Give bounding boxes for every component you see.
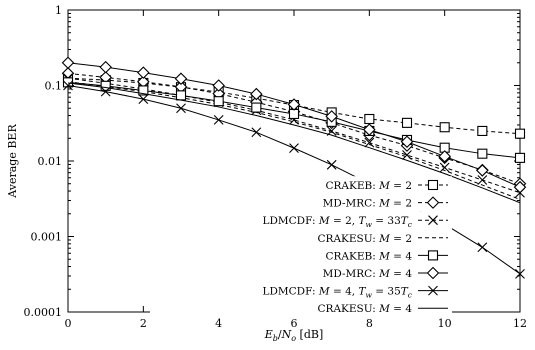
square-marker (439, 122, 450, 133)
y-axis: 1 0.1 0.01 0.001 0.0001 (24, 4, 520, 319)
square-marker (477, 148, 488, 159)
square-marker (213, 96, 224, 107)
x-marker (439, 162, 450, 173)
x-tick-label: 6 (291, 317, 298, 330)
square-marker-legend (427, 179, 439, 191)
series-line (67, 81, 521, 200)
y-tick-label: 0.1 (45, 80, 63, 93)
legend-item: CRAKESU: M = 4 (150, 299, 452, 317)
x-axis-label: Eb/No [dB] (264, 328, 324, 343)
square-marker (138, 85, 149, 96)
x-tick-label: 2 (140, 317, 147, 330)
x-marker (515, 268, 525, 279)
x-marker (63, 80, 73, 91)
legend-item-background (150, 299, 452, 317)
diamond-marker (137, 66, 150, 79)
legend-item-label: CRAKEB: M = 2 (325, 180, 412, 192)
x-marker-legend (428, 215, 438, 226)
diamond-marker-legend (426, 266, 440, 280)
legend-item-background (150, 264, 452, 282)
series-8 (67, 82, 521, 204)
legend: CRAKEB: M = 2 MD-MRC: M = 2 LDMCDF: M = 2,… (150, 176, 452, 317)
legend-item: LDMCDF: M = 2, Tw = 33Tc (150, 211, 452, 229)
legend-item: LDMCDF: M = 4, Tw = 35Tc (150, 281, 452, 300)
square-marker (514, 152, 526, 163)
x-marker (176, 103, 186, 114)
legend-item-label: LDMCDF: M = 4, Tw = 35Tc (263, 286, 413, 300)
diamond-marker (212, 79, 225, 92)
diamond-marker (99, 60, 112, 74)
diamond-marker (400, 135, 414, 149)
x-marker (477, 175, 488, 185)
diamond-marker (287, 98, 301, 111)
x-tick-label: 12 (513, 317, 527, 330)
legend-item: CRAKEB: M = 2 (150, 176, 452, 194)
legend-item-label: LDMCDF: M = 2, Tw = 33Tc (263, 215, 413, 229)
diamond-marker (363, 123, 376, 136)
series-layer (61, 56, 527, 279)
square-marker (100, 80, 111, 91)
x-marker (100, 86, 111, 97)
legend-item-background (150, 193, 452, 212)
y-tick-label: 1 (55, 4, 62, 17)
x-marker (213, 115, 224, 125)
legend-item-background (150, 176, 452, 194)
square-marker (62, 77, 74, 88)
legend-item-label: CRAKESU: M = 2 (318, 233, 413, 245)
square-marker-legend (427, 250, 439, 261)
y-tick-label: 0.0001 (24, 306, 63, 319)
x-marker (251, 127, 262, 138)
legend-item-label: CRAKEB: M = 4 (325, 250, 412, 262)
x-marker (289, 143, 299, 154)
square-marker (514, 128, 526, 139)
legend-item-label: CRAKESU: M = 4 (318, 303, 413, 315)
x-marker (326, 159, 337, 170)
legend-item-background (150, 246, 452, 265)
legend-item: CRAKESU: M = 2 (150, 229, 452, 247)
diamond-marker (250, 87, 263, 101)
diamond-marker-legend (426, 196, 440, 209)
series-line (67, 82, 521, 204)
series-6 (61, 56, 527, 194)
square-marker (175, 90, 187, 101)
legend-item-label: MD-MRC: M = 2 (323, 198, 412, 210)
square-marker (401, 117, 413, 128)
diamond-marker (513, 180, 527, 194)
square-marker (364, 113, 375, 125)
diamond-marker (438, 150, 451, 163)
x-tick-label: 0 (65, 317, 72, 330)
legend-item: CRAKEB: M = 4 (150, 246, 452, 265)
legend-item-label: MD-MRC: M = 4 (323, 268, 413, 280)
diamond-marker (61, 56, 75, 70)
y-axis-label: Average BER (6, 124, 19, 199)
series-4 (67, 81, 521, 200)
square-marker (288, 108, 300, 119)
series-line (67, 77, 521, 194)
legend-item: MD-MRC: M = 4 (150, 264, 452, 282)
x-tick-label: 8 (366, 317, 373, 330)
y-tick-label: 0.001 (31, 231, 63, 244)
legend-item: MD-MRC: M = 2 (150, 193, 452, 212)
x-tick-label: 10 (438, 317, 452, 330)
square-marker (251, 102, 262, 113)
legend-item-background (150, 281, 452, 300)
x-tick-label: 4 (215, 317, 222, 330)
diamond-marker (325, 110, 338, 123)
x-marker (138, 94, 149, 105)
y-tick-label: 0.01 (38, 155, 63, 168)
diamond-marker (174, 72, 188, 85)
legend-item-background (150, 211, 452, 229)
x-marker-legend (428, 285, 438, 296)
diamond-marker (476, 164, 489, 177)
legend-item-background (150, 229, 452, 247)
x-marker (477, 242, 488, 253)
square-marker (477, 125, 488, 137)
